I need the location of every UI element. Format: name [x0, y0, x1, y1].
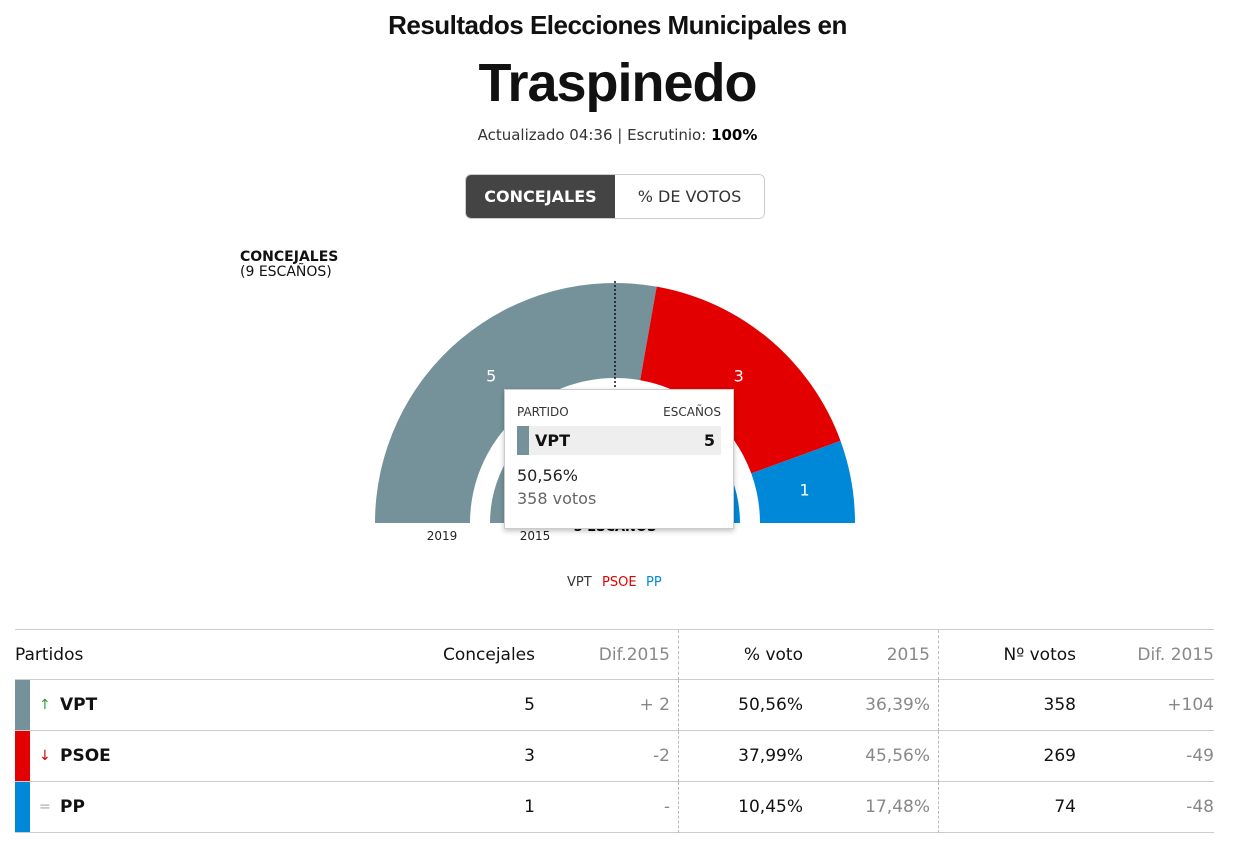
col-pct-prev-header: 2015: [886, 645, 930, 665]
outer-ring-year-label: 2019: [427, 529, 458, 543]
legend-item-psoe: PSOE: [602, 575, 637, 590]
party-votes: 358: [1043, 695, 1076, 715]
tooltip-vote-count: 358 votos: [517, 489, 597, 508]
party-votes: 269: [1043, 746, 1076, 766]
col-party-header: Partidos: [15, 645, 84, 665]
party-votes-diff: +104: [1167, 695, 1214, 715]
party-name: PSOE: [60, 746, 111, 766]
inner-ring-year-label: 2015: [520, 529, 551, 543]
seats-caption-title: CONCEJALES: [240, 249, 339, 265]
party-seats: 3: [524, 746, 535, 766]
tooltip-party-swatch: [517, 426, 529, 455]
party-name: VPT: [60, 695, 98, 715]
party-seats-diff: -2: [653, 746, 670, 766]
col-votes-diff-header: Dif. 2015: [1137, 645, 1214, 665]
tooltip-vote-percent: 50,56%: [517, 466, 579, 485]
col-seats-diff-header: Dif.2015: [598, 645, 670, 665]
update-text: Actualizado 04:36 | Escrutinio:: [477, 126, 707, 144]
table-header-row: Partidos Concejales Dif.2015 % voto 2015…: [15, 629, 1214, 680]
table-row: ↓ PSOE 3 -2 37,99% 45,56% 269 -49: [15, 731, 1214, 782]
party-vote-percent: 37,99%: [738, 746, 803, 766]
tooltip-party-seats: 5: [703, 431, 715, 450]
col-seats-header: Concejales: [442, 645, 535, 665]
outer-ring-segment-pp[interactable]: [751, 440, 855, 523]
tooltip-party-name: VPT: [535, 431, 571, 450]
party-color-bar: [15, 680, 30, 730]
party-seats-diff: -: [663, 797, 670, 817]
outer-ring-seat-label: 1: [799, 481, 809, 500]
outer-ring-segment-psoe[interactable]: [640, 286, 841, 474]
tab-seats[interactable]: CONCEJALES: [466, 175, 615, 218]
tab-vote-percent[interactable]: % DE VOTOS: [615, 175, 764, 218]
trend-arrow-icon: =: [39, 799, 51, 815]
legend-item-pp: PP: [646, 575, 662, 590]
party-vote-percent-2015: 36,39%: [865, 695, 930, 715]
party-seats-diff: + 2: [639, 695, 670, 715]
table-row: ↑ VPT 5 + 2 50,56% 36,39% 358 +104: [15, 680, 1214, 731]
legend-item-vpt: VPT: [567, 575, 592, 590]
col-pct-header: % voto: [743, 645, 803, 665]
trend-arrow-icon: ↑: [39, 697, 51, 713]
party-votes-diff: -48: [1186, 797, 1214, 817]
scrutiny-value: 100%: [711, 126, 758, 144]
tooltip-seats-header: ESCAÑOS: [663, 405, 721, 419]
tooltip-party-row: VPT 5: [517, 426, 721, 455]
trend-arrow-icon: ↓: [39, 748, 51, 764]
party-votes: 74: [1054, 797, 1076, 817]
view-toggle: CONCEJALES % DE VOTOS: [465, 174, 765, 219]
party-vote-percent-2015: 45,56%: [865, 746, 930, 766]
outer-ring-seat-label: 5: [486, 367, 496, 386]
party-seats: 1: [524, 797, 535, 817]
page-pre-title: Resultados Elecciones Municipales en: [388, 10, 847, 40]
party-seats: 5: [524, 695, 535, 715]
table-row: = PP 1 - 10,45% 17,48% 74 -48: [15, 782, 1214, 833]
seats-caption: CONCEJALES (9 ESCAÑOS): [240, 250, 338, 280]
outer-ring-seat-label: 3: [734, 367, 744, 386]
party-vote-percent: 10,45%: [738, 797, 803, 817]
party-vote-percent-2015: 17,48%: [865, 797, 930, 817]
party-votes-diff: -49: [1186, 746, 1214, 766]
tooltip-party-header: PARTIDO: [517, 405, 569, 419]
chart-tooltip: PARTIDO ESCAÑOS VPT 5 50,56% 358 votos: [504, 389, 734, 529]
col-votes-header: Nº votos: [1003, 645, 1076, 665]
seats-caption-count: (9 ESCAÑOS): [240, 264, 332, 280]
party-color-bar: [15, 731, 30, 781]
party-color-bar: [15, 782, 30, 832]
party-vote-percent: 50,56%: [738, 695, 803, 715]
page-title: Traspinedo: [478, 53, 757, 113]
results-table: Partidos Concejales Dif.2015 % voto 2015…: [15, 629, 1214, 833]
party-name: PP: [60, 797, 85, 817]
update-status: Actualizado 04:36 | Escrutinio: 100%: [0, 126, 1235, 144]
